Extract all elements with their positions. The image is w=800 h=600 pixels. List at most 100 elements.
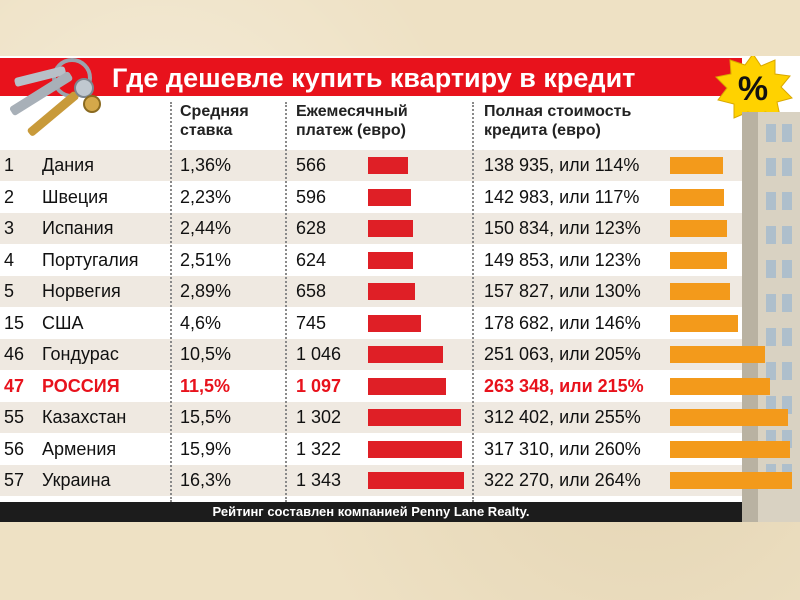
- rank-cell: 46: [4, 344, 25, 364]
- rank-cell: 2: [4, 186, 15, 207]
- rate-cell: 15,5%: [180, 407, 232, 427]
- total-bar: [670, 440, 790, 458]
- payment-cell: 1 343: [296, 470, 342, 490]
- country-cell: Казахстан: [42, 407, 127, 427]
- payment-cell: 1 046: [296, 344, 342, 364]
- payment-cell: 624: [296, 249, 327, 270]
- rate-cell: 2,44%: [180, 218, 232, 238]
- total-bar: [670, 251, 727, 269]
- table-row: 5 Норвегия 2,89% 658 157 827, или 130%: [0, 276, 742, 307]
- total-cell: 317 310, или 260%: [484, 438, 641, 459]
- payment-cell: 658: [296, 281, 327, 301]
- infographic-title: Где дешевле купить квартиру в кредит: [112, 63, 636, 93]
- rate-cell: 10,5%: [180, 344, 232, 364]
- rank-cell: 5: [4, 281, 15, 301]
- rank-cell: 4: [4, 249, 15, 270]
- country-cell: США: [42, 312, 84, 333]
- rate-cell: 2,89%: [180, 281, 232, 301]
- country-cell: РОССИЯ: [42, 375, 120, 396]
- rate-cell: 2,23%: [180, 186, 232, 207]
- payment-bar: [368, 220, 413, 237]
- rate-cell: 4,6%: [180, 312, 222, 333]
- payment-bar: [368, 377, 446, 395]
- payment-bar: [368, 157, 408, 174]
- total-cell: 263 348, или 215%: [484, 375, 644, 396]
- title-bar: Где дешевле купить квартиру в кредит: [0, 58, 742, 96]
- country-cell: Норвегия: [42, 281, 121, 301]
- total-bar: [670, 377, 770, 395]
- column-divider: [472, 102, 474, 502]
- rank-cell: 57: [4, 470, 25, 490]
- table-row: 4 Португалия 2,51% 624 149 853, или 123%: [0, 244, 742, 276]
- total-bar: [670, 283, 730, 300]
- payment-bar: [368, 472, 464, 489]
- country-cell: Дания: [42, 155, 94, 175]
- total-bar: [670, 314, 738, 332]
- footer-text: Рейтинг составлен компанией Penny Lane R…: [212, 504, 530, 519]
- country-cell: Испания: [42, 218, 114, 238]
- country-cell: Армения: [42, 438, 117, 459]
- total-cell: 142 983, или 117%: [484, 186, 640, 207]
- payment-cell: 1 302: [296, 407, 342, 427]
- payment-cell: 1 322: [296, 438, 342, 459]
- total-bar: [670, 409, 788, 426]
- country-cell: Швеция: [42, 186, 108, 207]
- total-cell: 251 063, или 205%: [484, 344, 641, 364]
- footer-bar: Рейтинг составлен компанией Penny Lane R…: [0, 502, 742, 522]
- rate-cell: 11,5%: [180, 375, 231, 396]
- total-cell: 150 834, или 123%: [484, 218, 641, 238]
- column-divider: [170, 102, 172, 502]
- total-cell: 322 270, или 264%: [484, 470, 641, 490]
- building-illustration: [742, 112, 800, 522]
- rank-cell: 56: [4, 438, 25, 459]
- total-cell: 149 853, или 123%: [484, 249, 641, 270]
- payment-bar: [368, 188, 411, 206]
- badge-text: %: [738, 70, 768, 108]
- total-cell: 157 827, или 130%: [484, 281, 641, 301]
- table-row: 3 Испания 2,44% 628 150 834, или 123%: [0, 213, 742, 244]
- infographic: Где дешевле купить квартиру в кредит %: [0, 56, 800, 522]
- payment-bar: [368, 314, 421, 332]
- table-row: 2 Швеция 2,23% 596 142 983, или 117%: [0, 181, 742, 213]
- payment-bar: [368, 440, 462, 458]
- payment-bar: [368, 251, 413, 269]
- table-row: 15 США 4,6% 745 178 682, или 146%: [0, 307, 742, 339]
- payment-cell: 1 097: [296, 375, 342, 396]
- keys-icon: [9, 58, 101, 136]
- total-bar: [670, 472, 792, 489]
- header-rate: Средняя ставка: [180, 103, 249, 139]
- total-bar: [670, 157, 723, 174]
- rank-cell: 15: [4, 312, 25, 333]
- payment-cell: 745: [296, 312, 327, 333]
- total-bar: [670, 220, 727, 237]
- table-row: 46 Гондурас 10,5% 1 046 251 063, или 205%: [0, 339, 765, 370]
- rank-cell: 1: [4, 155, 15, 175]
- table-row: 56 Армения 15,9% 1 322 317 310, или 260%: [0, 433, 790, 465]
- rate-cell: 1,36%: [180, 155, 232, 175]
- total-bar: [670, 188, 724, 206]
- rate-cell: 16,3%: [180, 470, 232, 490]
- payment-bar: [368, 346, 443, 363]
- rate-cell: 15,9%: [180, 438, 232, 459]
- column-divider: [285, 102, 287, 502]
- table-row: 57 Украина 16,3% 1 343 322 270, или 264%: [0, 465, 792, 496]
- country-cell: Украина: [42, 470, 111, 490]
- total-cell: 178 682, или 146%: [484, 312, 641, 333]
- payment-bar: [368, 283, 415, 300]
- rank-cell: 3: [4, 218, 15, 238]
- table-row: 47 РОССИЯ 11,5% 1 097 263 348, или 215%: [0, 370, 770, 402]
- payment-cell: 596: [296, 186, 327, 207]
- rank-cell: 55: [4, 407, 25, 427]
- total-cell: 312 402, или 255%: [484, 407, 641, 427]
- payment-cell: 566: [296, 155, 327, 175]
- country-cell: Португалия: [42, 249, 139, 270]
- total-cell: 138 935, или 114%: [484, 155, 640, 175]
- total-bar: [670, 346, 765, 363]
- table-row: 55 Казахстан 15,5% 1 302 312 402, или 255%: [0, 402, 788, 433]
- payment-bar: [368, 409, 461, 426]
- payment-cell: 628: [296, 218, 327, 238]
- rate-cell: 2,51%: [180, 249, 232, 270]
- header-total: Полная стоимость кредита (евро): [484, 103, 632, 139]
- rank-cell: 47: [4, 375, 25, 396]
- table-row: 1 Дания 1,36% 566 138 935, или 114%: [0, 150, 742, 181]
